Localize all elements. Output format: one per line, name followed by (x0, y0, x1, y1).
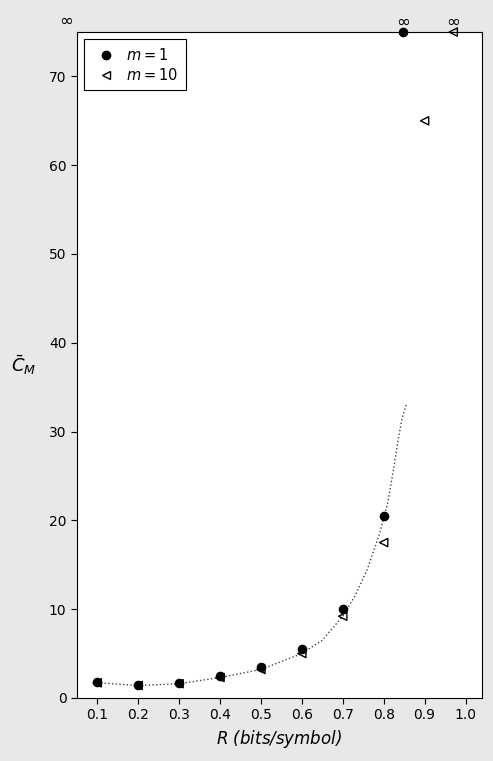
Point (134, 680, 142, 692)
Point (380, 510, 387, 522)
Point (298, 648, 306, 660)
Point (421, 115, 428, 127)
Text: $\infty$: $\infty$ (396, 12, 410, 30)
Point (339, 610, 347, 622)
Point (134, 679, 142, 691)
Y-axis label: $\bar{C}_M$: $\bar{C}_M$ (11, 353, 36, 377)
Point (175, 677, 183, 689)
Text: $\infty$: $\infty$ (59, 11, 73, 29)
Text: $\infty$: $\infty$ (446, 12, 460, 30)
Point (298, 643, 306, 655)
Point (257, 664, 265, 676)
Legend: $m = 1$, $m = 10$: $m = 1$, $m = 10$ (84, 40, 185, 91)
Point (339, 603, 347, 615)
Point (380, 537, 387, 549)
Point (257, 661, 265, 673)
Point (93, 677, 101, 689)
Point (175, 677, 183, 689)
Point (93, 676, 101, 688)
Point (399, 26, 407, 38)
X-axis label: $R$ (bits/symbol): $R$ (bits/symbol) (216, 728, 343, 750)
Point (216, 670, 224, 682)
Point (449, 26, 457, 38)
Point (216, 671, 224, 683)
